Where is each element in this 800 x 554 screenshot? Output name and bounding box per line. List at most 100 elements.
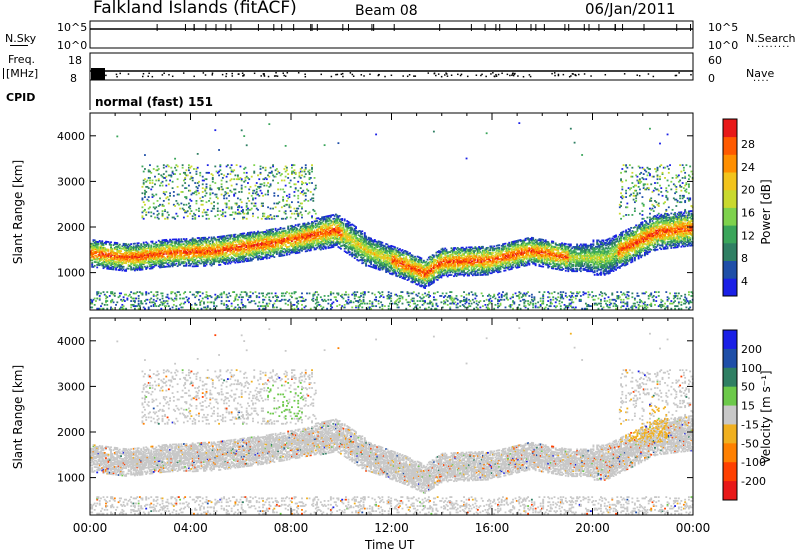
power-cell (174, 173, 176, 175)
power-cell (168, 305, 170, 307)
power-cell (197, 153, 199, 155)
power-cell (363, 257, 365, 259)
power-cell (260, 168, 262, 170)
power-cell (273, 303, 275, 305)
power-cell (124, 300, 126, 302)
power-cell (148, 212, 150, 214)
power-cell (271, 217, 273, 219)
power-cell (228, 300, 230, 302)
nave-dot (305, 76, 307, 78)
nave-dot (232, 75, 234, 77)
power-cell (106, 296, 108, 298)
power-cell (255, 291, 257, 293)
power-cell (160, 308, 162, 310)
power-cell (153, 299, 155, 301)
power-cell (263, 299, 265, 301)
nave-dot (226, 73, 228, 75)
power-cell (110, 241, 112, 243)
power-cell (167, 217, 169, 219)
power-cell (206, 201, 208, 203)
power-cell (150, 212, 152, 214)
power-cell (227, 187, 229, 189)
power-cell (261, 192, 263, 194)
nave-dot (142, 76, 144, 78)
power-cell (356, 256, 358, 258)
power-cell (199, 291, 201, 293)
power-cell (209, 185, 211, 187)
power-cell (95, 300, 97, 302)
power-cell (246, 292, 248, 294)
power-cell (217, 208, 219, 210)
power-cell (291, 292, 293, 294)
power-cell (226, 294, 228, 296)
power-cell (175, 213, 177, 215)
power-cell (336, 300, 338, 302)
power-cell (301, 167, 303, 169)
power-cell (297, 208, 299, 210)
power-cell (250, 291, 252, 293)
power-cell (316, 247, 318, 249)
power-cell (364, 232, 366, 234)
power-cell (262, 301, 264, 303)
power-cell (148, 292, 150, 294)
power-cell (218, 149, 220, 151)
power-cell (199, 174, 201, 176)
power-cell (106, 304, 108, 306)
power-cell (221, 296, 223, 298)
nave-dot (163, 72, 165, 74)
power-cell (277, 296, 279, 298)
power-cell (302, 190, 304, 192)
power-cell (243, 135, 245, 137)
power-cell (243, 213, 245, 215)
power-cell (295, 183, 297, 185)
power-cell (143, 218, 145, 220)
power-cell (251, 208, 253, 210)
power-cell (275, 292, 277, 294)
power-cell (301, 174, 303, 176)
nave-dot (554, 75, 556, 77)
nave-dot (222, 74, 224, 76)
power-cell (123, 308, 125, 310)
power-cell (202, 191, 204, 193)
power-cell (283, 191, 285, 193)
power-cell (275, 176, 277, 178)
nave-dot (570, 75, 572, 77)
power-cell (106, 308, 108, 310)
power-cell (108, 249, 110, 251)
power-cell (206, 183, 208, 185)
power-cell (332, 301, 334, 303)
power-cell (234, 174, 236, 176)
power-cell (233, 169, 235, 171)
power-cell (173, 191, 175, 193)
nave-dot (461, 74, 463, 76)
power-cell (226, 181, 228, 183)
power-cell (285, 299, 287, 301)
power-cell (150, 298, 152, 300)
power-cell (260, 186, 262, 188)
nave-dot (283, 75, 285, 77)
power-cell (179, 294, 181, 296)
power-cell (256, 191, 258, 193)
power-cell (267, 305, 269, 307)
power-cell (267, 190, 269, 192)
power-cell (192, 218, 194, 220)
power-cell (130, 243, 132, 245)
power-cell (229, 295, 231, 297)
power-cell (221, 183, 223, 185)
nave-dot (275, 72, 277, 74)
power-cell (221, 186, 223, 188)
power-cell (152, 241, 154, 243)
nave-dot (490, 73, 492, 75)
power-cell (226, 176, 228, 178)
nave-dot (231, 73, 233, 75)
power-cell (213, 208, 215, 210)
power-cell (119, 295, 121, 297)
power-cell (341, 218, 343, 220)
nave-dot (172, 76, 174, 78)
power-cell (340, 248, 342, 250)
power-cell (209, 197, 211, 199)
power-cell (301, 217, 303, 219)
power-cell (294, 304, 296, 306)
power-cell (168, 203, 170, 205)
power-cell (143, 201, 145, 203)
